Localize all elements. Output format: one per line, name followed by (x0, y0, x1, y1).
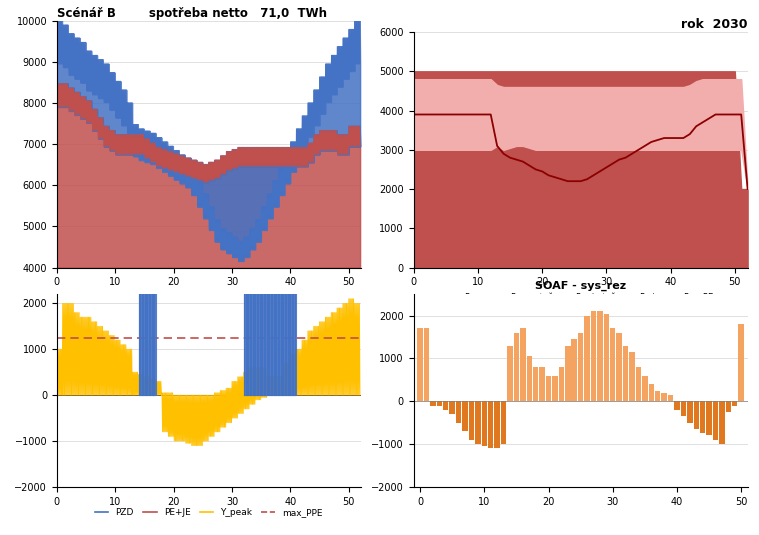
Text: rok  2030: rok 2030 (681, 18, 748, 31)
Bar (707, 401, 712, 435)
Bar (527, 356, 532, 401)
Bar (726, 401, 731, 412)
Bar (739, 324, 744, 401)
Bar (584, 316, 590, 401)
Bar (700, 401, 705, 433)
Bar (616, 333, 622, 401)
Bar (533, 367, 538, 401)
Bar (661, 393, 667, 401)
Bar (430, 401, 436, 406)
Title: SOAF - sys_rez: SOAF - sys_rez (535, 281, 626, 291)
Bar (469, 401, 474, 440)
Bar (520, 328, 525, 401)
Bar (514, 333, 519, 401)
Bar (603, 314, 609, 401)
Bar (687, 401, 692, 423)
Bar (559, 367, 564, 401)
Bar (481, 401, 487, 446)
Bar (540, 367, 545, 401)
Bar (623, 346, 628, 401)
Bar (713, 401, 718, 440)
Bar (417, 328, 423, 401)
Bar (597, 311, 603, 401)
Bar (648, 384, 654, 401)
Bar (694, 401, 699, 429)
Bar (488, 401, 493, 448)
Bar (732, 401, 738, 406)
Bar (507, 346, 513, 401)
Bar (449, 401, 455, 414)
Bar (636, 367, 641, 401)
Bar (720, 401, 725, 444)
Bar (578, 333, 584, 401)
Bar (591, 311, 597, 401)
Bar (681, 401, 686, 416)
Legend: Pmax, P max toč, P min toč, Pmin, PnasPE: Pmax, P max toč, P min toč, Pmin, PnasPE (445, 290, 716, 305)
Bar (565, 346, 571, 401)
Bar (462, 401, 468, 431)
Bar (456, 401, 461, 423)
Bar (546, 376, 551, 401)
Bar (501, 401, 506, 444)
Bar (668, 395, 673, 401)
Legend: PZD, PE+JE, Y_peak, max_PPE: PZD, PE+JE, Y_peak, max_PPE (91, 505, 326, 521)
Bar (610, 328, 616, 401)
Text: Scénář B        spotřeba netto   71,0  TWh: Scénář B spotřeba netto 71,0 TWh (57, 7, 327, 20)
Bar (674, 401, 680, 410)
Bar (494, 401, 500, 448)
Bar (642, 376, 647, 401)
Bar (475, 401, 480, 444)
Bar (436, 401, 442, 406)
Bar (553, 376, 558, 401)
Bar (424, 328, 430, 401)
Bar (443, 401, 449, 410)
Bar (572, 339, 577, 401)
Bar (655, 391, 660, 401)
Bar (629, 352, 635, 401)
